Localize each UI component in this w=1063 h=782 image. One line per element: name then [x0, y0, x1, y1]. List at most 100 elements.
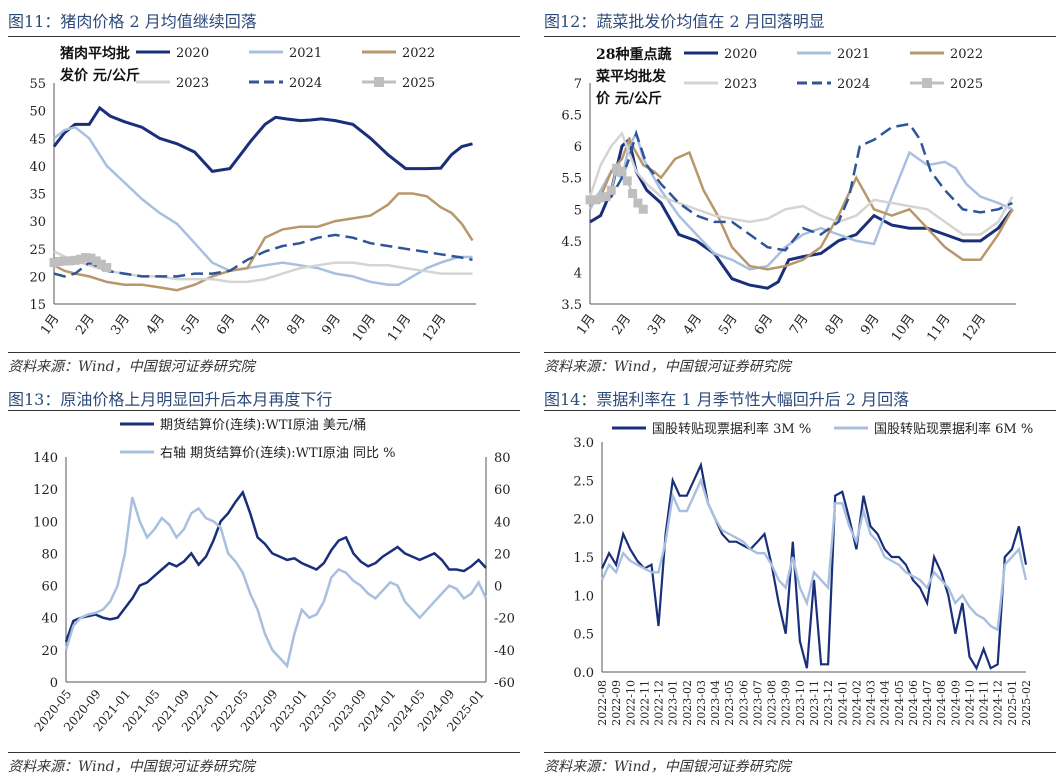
- legend-2022-label: 2022: [950, 47, 983, 62]
- panel-oil: 图13：原油价格上月明显回升后本月再度下行 0 20 40 60 80 100 120 140…: [8, 386, 520, 778]
- right-tick-label: 20: [494, 547, 511, 562]
- legend-2023-label: 2023: [724, 77, 757, 92]
- x-tick-label: 2023-05: [723, 680, 736, 726]
- y-tick-label: 1.5: [573, 551, 594, 566]
- series-2025-point: [91, 256, 101, 266]
- x-tick-label: 2023-10: [794, 680, 807, 726]
- x-tick-label: 2023-03: [695, 680, 708, 726]
- x-tick-label: 11月: [924, 312, 953, 345]
- y-axis-title-line: 猪肉平均批: [59, 45, 130, 62]
- legend-rate-3m-label: 国股转贴现票据利率 3M %: [652, 421, 811, 437]
- y-tick-label: 20: [29, 270, 46, 285]
- x-tick-label: 12月: [420, 312, 449, 345]
- x-tick-label: 2024-07: [921, 680, 934, 726]
- series-2025-point: [606, 185, 616, 195]
- series-2022-line: [53, 192, 474, 292]
- series-2025-point: [54, 256, 64, 266]
- right-tick-label: -60: [494, 676, 515, 691]
- right-tick-label: 60: [494, 483, 511, 498]
- x-tick-label: 2023-02: [681, 680, 694, 726]
- legend-2021-label: 2021: [837, 47, 870, 62]
- x-tick-label: 2024-03: [865, 680, 878, 726]
- legend-2025-label: 2025: [402, 76, 435, 91]
- y-axis-title-line: 发价 元/公斤: [59, 67, 140, 84]
- right-tick-label: -20: [494, 612, 515, 627]
- x-tick-label: 8月: [823, 312, 847, 338]
- x-tick-label: 2024-02: [850, 680, 863, 726]
- series-2025-point: [622, 176, 632, 186]
- x-tick-label: 2024-01: [836, 680, 849, 726]
- series-2025-point: [617, 166, 627, 176]
- series-2025-point: [638, 204, 648, 214]
- series-2020-line: [52, 105, 473, 174]
- series-2025-point: [81, 253, 91, 263]
- y-tick-label: 5.5: [561, 172, 582, 187]
- right-tick-label: 40: [494, 515, 511, 530]
- x-tick-label: 2023-06: [737, 680, 750, 726]
- y-tick-label: 0.5: [573, 628, 594, 643]
- x-tick-label: 2024-11: [978, 680, 991, 726]
- series-2025-point: [96, 259, 106, 269]
- series-6m-line: [600, 476, 1028, 632]
- y-tick-label: 35: [29, 188, 46, 203]
- x-tick-label: 2023-01: [667, 680, 680, 726]
- x-tick-label: 2022-10: [624, 680, 637, 726]
- x-tick-label: 2025-02: [1020, 680, 1033, 726]
- x-tick-label: 5月: [179, 312, 203, 338]
- left-tick-label: 60: [41, 580, 58, 595]
- y-axis-title-line: 28种重点蔬: [596, 46, 671, 63]
- legend-2022-label: 2022: [402, 46, 435, 61]
- legend-rate-6m-label: 国股转贴现票据利率 6M %: [874, 421, 1033, 437]
- x-tick-label: 2024-05: [893, 680, 906, 726]
- series-2023-line: [588, 131, 1014, 236]
- series-2024-line: [589, 122, 1013, 252]
- x-tick-label: 1月: [38, 312, 62, 338]
- y-tick-label: 6: [574, 140, 582, 155]
- y-tick-label: 3.5: [561, 298, 582, 313]
- x-tick-label: 2024-10: [963, 680, 976, 726]
- x-tick-label: 2024-12: [992, 680, 1005, 726]
- series-left-line: [64, 489, 487, 643]
- vegetable-price-chart: 3.5 4 4.5 5 5.5 6 6.5 7 1月 2月 3月 4月 5月 6月 7月 8月 9月 10月 11月…: [561, 46, 1016, 345]
- y-tick-label: 2.0: [573, 513, 594, 528]
- oil-price-chart: 020406080100120140-60-40-200204060802020…: [32, 417, 515, 734]
- left-tick-label: 0: [50, 676, 58, 691]
- right-tick-label: -40: [494, 644, 515, 659]
- series-2025-point: [70, 255, 80, 265]
- x-tick-label: 7月: [787, 312, 811, 338]
- legend-wti-yoy-label: 右轴 期货结算价(连续):WTI原油 同比 %: [160, 445, 395, 461]
- title-rule: [544, 410, 1056, 411]
- title-rule: [8, 410, 520, 411]
- source-note: 资料来源：Wind，中国银河证券研究院: [8, 759, 255, 775]
- legend-2020-label: 2020: [176, 46, 209, 61]
- panel-bill-rate: 图14：票据利率在 1 月季节性大幅回升后 2 月回落 0.0 0.5 1.0 1.5…: [544, 386, 1056, 778]
- legend-2021-label: 2021: [289, 46, 322, 61]
- y-axis-title-line: 价 元/公斤: [596, 90, 662, 107]
- series-2025-point: [628, 189, 638, 198]
- series-2022-line: [589, 136, 1014, 271]
- x-tick-label: 2023-08: [766, 680, 779, 726]
- x-tick-label: 2024-08: [935, 680, 948, 726]
- x-tick-label: 2月: [610, 312, 634, 338]
- y-tick-label: 45: [29, 132, 46, 147]
- series-2025-point: [65, 256, 75, 266]
- y-tick-label: 7: [574, 77, 582, 92]
- series-2025-point: [590, 195, 600, 205]
- y-tick-label: 1.0: [573, 589, 594, 604]
- x-tick-label: 2月: [73, 312, 97, 338]
- x-tick-label: 2022-11: [638, 680, 651, 726]
- series-2025-point: [612, 163, 622, 173]
- x-tick-label: 10月: [889, 312, 918, 345]
- x-tick-label: 2023-09: [780, 680, 793, 726]
- x-tick-label: 2023-11: [808, 680, 821, 726]
- legend-2025-marker: [374, 77, 384, 87]
- legend-2025-marker: [922, 78, 932, 88]
- y-tick-label: 6.5: [561, 109, 582, 124]
- left-tick-label: 80: [41, 547, 58, 562]
- right-tick-label: 80: [494, 451, 511, 466]
- left-tick-label: 40: [41, 612, 58, 627]
- x-tick-label: 11月: [385, 312, 414, 345]
- x-tick-label: 2023-07: [751, 680, 764, 726]
- y-tick-label: 55: [29, 77, 46, 92]
